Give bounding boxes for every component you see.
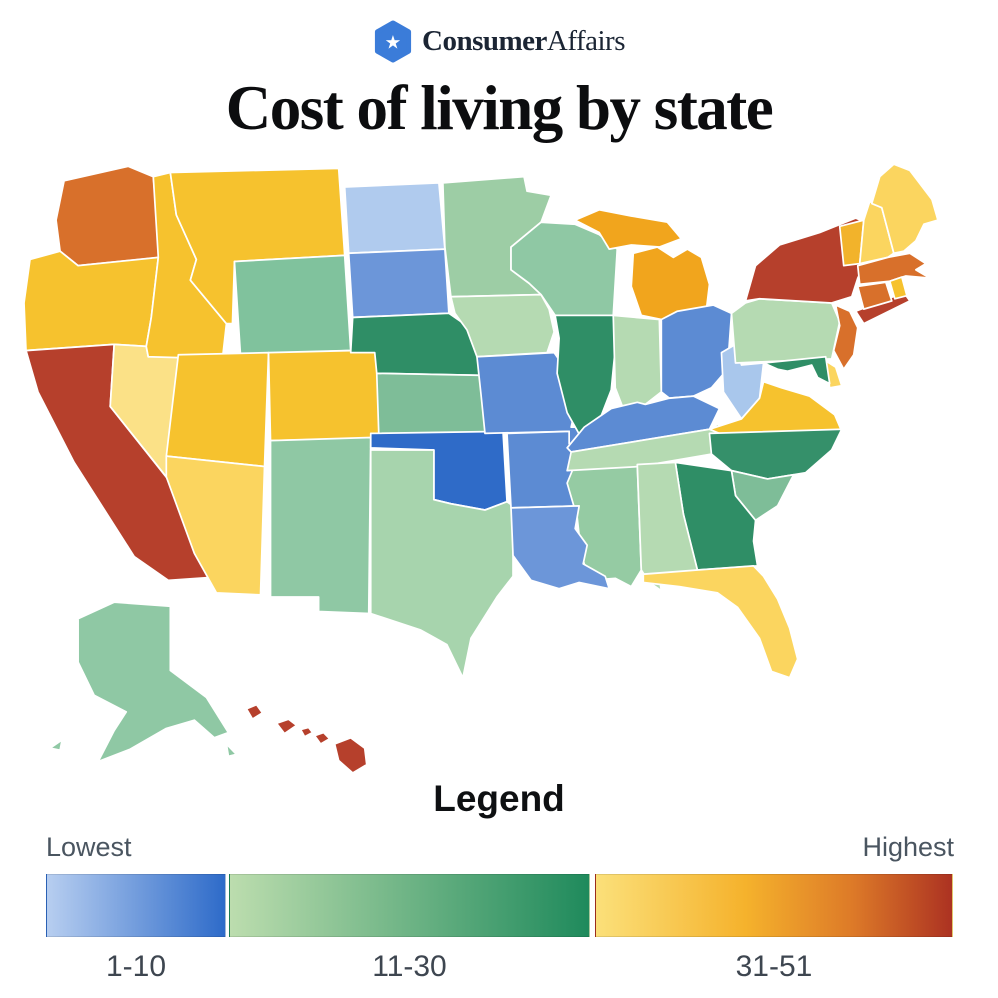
legend: Legend Lowest Highest 1-10 11-30 31-51 [0,778,998,990]
brand-wordmark-light: Affairs [546,25,626,57]
state-az: Arizona (31-51) [165,455,266,596]
legend-range-label-1-10: 1-10 [105,950,167,983]
legend-highest-label: Highest [862,832,954,862]
state-fl: Florida (31-51) [642,565,799,679]
state-wa: Washington (31-51) [55,165,162,267]
legend-range-label-31-51: 31-51 [735,950,813,983]
brand-wordmark: ConsumerAffairs [422,25,626,58]
state-hi: Hawaii (31-51) [245,703,368,774]
state-in: Indiana (11-30) [612,314,663,410]
legend-lowest-label: Lowest [46,832,132,862]
brand-header: ★ ConsumerAffairs [0,20,998,63]
state-pa: Pennsylvania (11-30) [730,297,841,364]
state-nd: North Dakota (1-10) [343,181,446,255]
state-me: Maine (31-51) [870,163,939,255]
state-ks: Kansas (11-30) [375,372,486,435]
legend-gradient-bar-1-10 [46,874,226,937]
legend-gradient-bar-11-30 [229,874,590,937]
state-ut: Utah (31-51) [165,351,270,468]
us-map-container: Washington (31-51)Oregon (31-51)Californ… [18,158,980,774]
state-or: Oregon (31-51) [23,250,160,352]
brand-wordmark-bold: Consumer [422,25,547,57]
legend-gradient-bars [0,874,998,937]
state-ak: Alaska (11-30) [49,601,238,763]
legend-end-labels: Lowest Highest [0,832,998,864]
state-md: Maryland (11-30) [762,355,831,385]
page-title: Cost of living by state [225,73,774,143]
state-la: Louisiana (1-10) [510,504,611,590]
svg-text:★: ★ [385,32,402,53]
legend-range-label-11-30: 11-30 [372,950,447,983]
state-ri: Rhode Island (31-51) [888,276,908,300]
state-wy: Wyoming (11-30) [233,254,352,356]
legend-range-labels: 1-10 11-30 31-51 [0,950,998,990]
legend-heading: Legend [433,778,565,819]
state-nm: New Mexico (11-30) [269,436,372,615]
us-map: Washington (31-51)Oregon (31-51)Californ… [23,163,939,774]
state-va: Virginia (31-51) [708,380,843,435]
state-oh: Ohio (1-10) [660,304,733,400]
legend-gradient-bar-31-51 [595,874,953,937]
state-tx: Texas (11-30) [369,449,514,679]
state-ma: Massachusetts (31-51) [856,252,931,286]
state-mi: Michigan (31-51) [574,208,711,321]
state-sd: South Dakota (1-10) [347,248,450,319]
state-ct: Connecticut (31-51) [856,281,893,311]
state-nj: New Jersey (31-51) [832,304,859,371]
hexagon-star-icon: ★ [374,20,412,63]
state-mt: Montana (31-51) [169,167,346,325]
